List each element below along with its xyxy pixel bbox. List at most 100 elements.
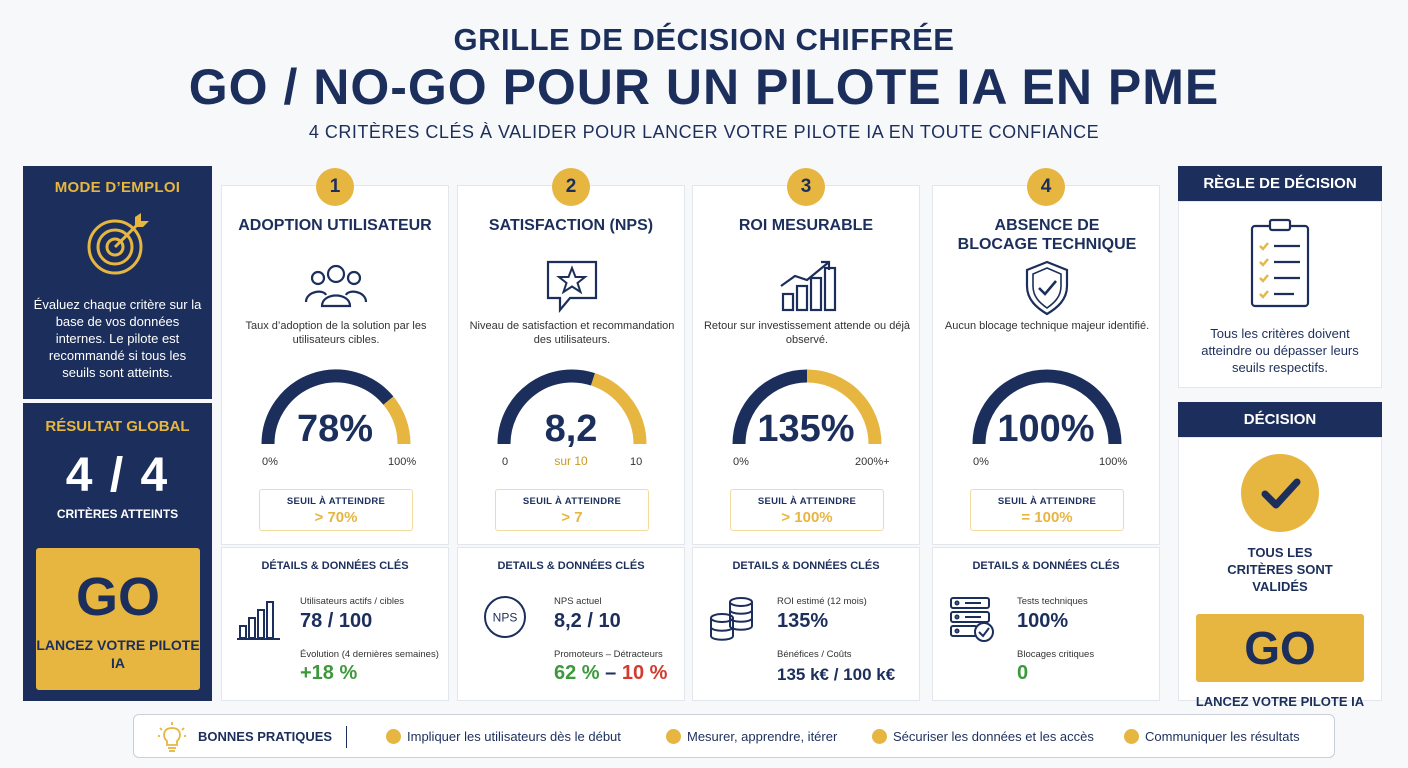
threshold-label: SEUIL À ATTEINDRE [286, 496, 386, 507]
check-bullet-icon [666, 729, 681, 745]
details-title: DETAILS & DONNÉES CLÉS [972, 560, 1120, 572]
clipboard-checklist-icon [1250, 218, 1310, 308]
threshold-label: SEUIL À ATTEINDRE [757, 496, 857, 507]
page-supertitle: GRILLE DE DÉCISION CHIFFRÉE [453, 22, 955, 57]
details-card: DÉTAILS & DONNÉES CLÉS Utilisateurs acti… [221, 547, 449, 701]
threshold-value: = 100% [1021, 509, 1073, 526]
check-bullet-icon [1124, 729, 1139, 745]
decision-rule-panel: Tous les critères doivent atteindre ou d… [1178, 201, 1382, 388]
instructions-panel: MODE D’EMPLOI Évaluez chaque critère sur… [23, 166, 212, 399]
threshold-box: SEUIL À ATTEINDRE > 100% [730, 489, 884, 531]
practice-label: Communiquer les résultats [1145, 729, 1300, 744]
gauge-min-label: 0% [973, 456, 989, 468]
details-card: DETAILS & DONNÉES CLÉS NPS NPS actuel 8,… [457, 547, 685, 701]
gauge-max-label: 200%+ [855, 456, 890, 468]
global-score: 4 / 4 [65, 449, 170, 502]
instructions-text: Évaluez chaque critère sur la base de vo… [33, 297, 202, 380]
practice-item: Impliquer les utilisateurs dès le début [386, 715, 621, 759]
detail-label: Blocages critiques [1017, 649, 1095, 660]
detail-value: 135% [777, 610, 829, 632]
check-bullet-icon [386, 729, 401, 745]
details-card: DETAILS & DONNÉES CLÉS ROI estimé (12 mo… [692, 547, 920, 701]
threshold-label: SEUIL À ATTEINDRE [522, 496, 622, 507]
svg-text:NPS: NPS [493, 611, 518, 625]
gauge-fill-arc [972, 369, 1122, 445]
decision-sublabel: LANCEZ VOTRE PILOTE IA [1195, 694, 1365, 709]
threshold-box: SEUIL À ATTEINDRE > 7 [495, 489, 649, 531]
gauge-value: 135% [757, 408, 855, 450]
lightbulb-icon [158, 722, 186, 752]
detractors-value: 10 % [621, 662, 668, 684]
gauge-value: 78% [296, 408, 374, 450]
criterion-title: ABSENCE DE BLOCAGE TECHNIQUE [957, 217, 1137, 253]
gauge [732, 369, 882, 445]
criterion-card: 4 ABSENCE DE BLOCAGE TECHNIQUE Aucun blo… [932, 168, 1160, 545]
detail-label: NPS actuel [554, 596, 602, 607]
gauge-min-label: 0% [733, 456, 749, 468]
criterion-title: ADOPTION UTILISATEUR [238, 217, 432, 234]
page-subtitle: 4 CRITÈRES CLÉS À VALIDER POUR LANCER VO… [308, 122, 1100, 142]
bar-chart-icon [237, 601, 280, 640]
gauge-max-label: 100% [1099, 456, 1128, 468]
best-practices-bar: BONNES PRATIQUES Impliquer les utilisate… [133, 714, 1335, 758]
instructions-title: MODE D’EMPLOI [54, 179, 181, 196]
best-practices-title: BONNES PRATIQUES [198, 729, 333, 744]
divider [346, 726, 347, 748]
detail-value: 0 [1017, 662, 1029, 684]
promoters-value: 62 % [554, 662, 600, 684]
detail-label: Utilisateurs actifs / cibles [300, 596, 405, 607]
gauge-remaining-arc [806, 369, 882, 445]
criterion-card: 2 SATISFACTION (NPS) Niveau de satisfact… [457, 168, 685, 545]
go-label: GO [75, 567, 160, 627]
value-separator: – [599, 662, 622, 684]
gauge [497, 369, 647, 445]
gauge [261, 369, 411, 445]
criterion-description: Niveau de satisfaction et recommandation… [469, 320, 675, 346]
practice-label: Mesurer, apprendre, itérer [687, 729, 838, 744]
gauge [972, 369, 1122, 445]
details-title: DETAILS & DONNÉES CLÉS [732, 560, 880, 572]
gauge-value: 100% [997, 408, 1095, 450]
criterion-title: ROI MESURABLE [738, 217, 874, 234]
criterion-description: Retour sur investissement attende ou déj… [703, 320, 911, 346]
detail-label: Tests techniques [1017, 596, 1088, 607]
threshold-value: > 100% [781, 509, 833, 526]
practice-item: Sécuriser les données et les accès [872, 715, 1094, 759]
criterion-title: SATISFACTION (NPS) [488, 217, 654, 234]
gauge-value: 8,2 [544, 408, 598, 450]
check-bullet-icon [872, 729, 887, 745]
gauge-sublabel: sur 10 [554, 454, 588, 468]
criterion-description: Taux d’adoption de la solution par les u… [245, 320, 427, 346]
star-message-icon [546, 260, 598, 314]
gauge-max-label: 10 [630, 456, 643, 468]
criterion-description: Aucun blocage technique majeur identifié… [944, 320, 1150, 332]
detail-value: 78 / 100 [300, 610, 373, 632]
detail-value: 8,2 / 10 [554, 610, 621, 632]
details-card: DETAILS & DONNÉES CLÉS Tests techniques … [932, 547, 1160, 701]
nps-icon: NPS [484, 596, 526, 638]
check-badge [1241, 454, 1319, 532]
detail-label: Bénéfices / Coûts [777, 649, 852, 660]
target-icon [87, 213, 149, 275]
criterion-number: 1 [316, 168, 354, 206]
threshold-box: SEUIL À ATTEINDRE = 100% [970, 489, 1124, 531]
practice-item: Communiquer les résultats [1124, 715, 1300, 759]
go-badge: GO LANCEZ VOTRE PILOTE IA [36, 548, 200, 690]
gauge-max-label: 100% [388, 456, 417, 468]
criterion-number: 2 [552, 168, 590, 206]
criterion-card: 3 ROI MESURABLE Retour sur investissemen… [692, 168, 920, 545]
threshold-value: > 7 [561, 509, 583, 526]
global-result-panel: RÉSULTAT GLOBAL 4 / 4 CRITÈRES ATTEINTS … [23, 403, 212, 701]
gauge-fill-arc [497, 369, 596, 445]
criterion-number: 3 [787, 168, 825, 206]
growth-chart-icon [780, 260, 837, 312]
detail-value: 100% [1017, 610, 1069, 632]
decision-panel: TOUS LES CRITÈRES SONT VALIDÉS GO LANCEZ… [1178, 437, 1382, 709]
threshold-label: SEUIL À ATTEINDRE [997, 496, 1097, 507]
global-result-title: RÉSULTAT GLOBAL [45, 418, 190, 435]
decision-go-badge: GO [1196, 614, 1364, 682]
gauge-remaining-arc [590, 373, 647, 445]
gauge-min-label: 0% [262, 456, 278, 468]
threshold-value: > 70% [314, 509, 358, 526]
server-check-icon [950, 597, 994, 642]
